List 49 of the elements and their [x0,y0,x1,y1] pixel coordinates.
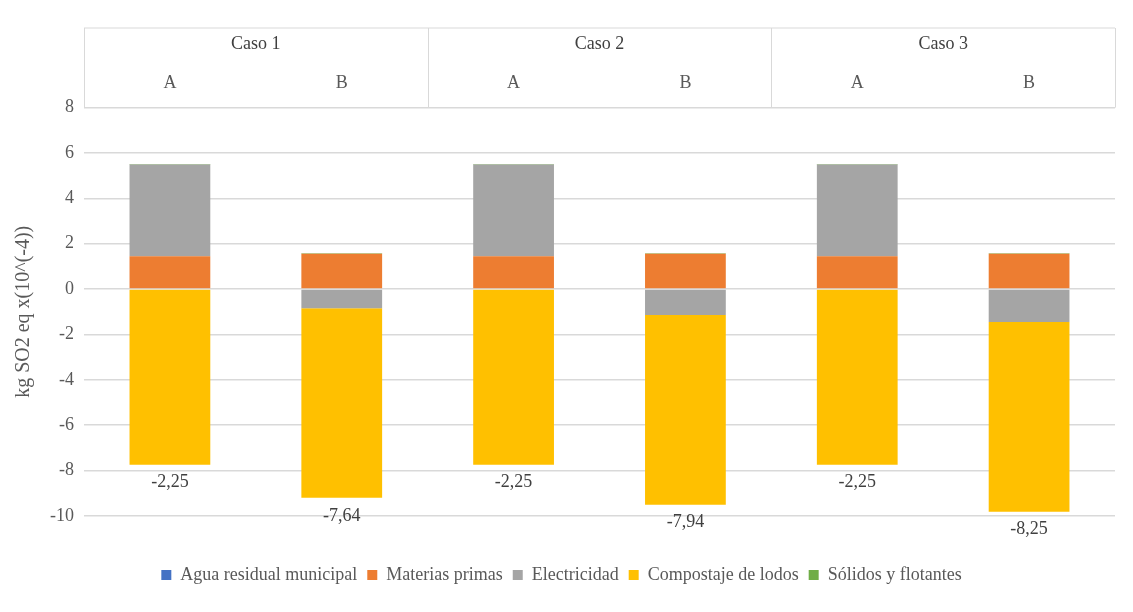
x-tick-label: B [679,71,692,92]
bar [816,289,898,465]
y-tick-label: 2 [64,232,74,253]
bar [988,253,1070,289]
legend-label: Sólidos y flotantes [827,563,962,584]
bar [816,164,898,257]
y-tick-label: -4 [58,368,74,389]
bar [129,256,211,289]
legend-label: Compostaje de lodos [647,563,799,584]
y-tick-label: 8 [64,96,74,117]
bar [129,164,211,257]
total-label: -7,64 [323,504,361,525]
total-label: -8,25 [1010,518,1048,539]
text: Caso 3 [918,32,968,53]
total-label: -2,25 [838,471,876,492]
y-tick-label: 4 [64,187,74,208]
bar [645,253,726,289]
text: Caso 1 [231,32,281,53]
total-label: -2,25 [151,471,189,492]
bar [473,164,554,257]
bar [301,308,383,498]
total-label: -2,25 [494,471,533,492]
bar [988,289,1070,323]
bar [988,322,1070,512]
bar [301,289,383,309]
y-tick-label: 6 [64,141,74,162]
x-tick-label: B [335,71,348,92]
bar [129,289,211,465]
bar [645,289,726,315]
x-tick-label: A [507,71,521,92]
y-tick-label: -8 [58,459,74,480]
y-axis-title: kg SO2 eq x(10^(-4)) [11,225,35,398]
bar [816,256,898,289]
bar [473,256,554,289]
y-tick-label: -6 [58,413,74,434]
total-label: -7,94 [666,511,705,532]
legend-label: Electricidad [531,563,619,584]
x-tick-label: B [1023,71,1036,92]
x-tick-label: A [163,71,177,92]
legend-label: Agua residual municipal [180,563,358,584]
bar [473,289,554,465]
x-tick-label: A [850,71,864,92]
y-tick-label: -10 [49,504,74,525]
y-tick-label: -2 [58,323,74,344]
y-tick-label: 0 [64,277,74,298]
bar [301,253,383,289]
legend-label: Materias primas [386,563,503,584]
bar [645,314,726,505]
text: Caso 2 [574,32,625,53]
